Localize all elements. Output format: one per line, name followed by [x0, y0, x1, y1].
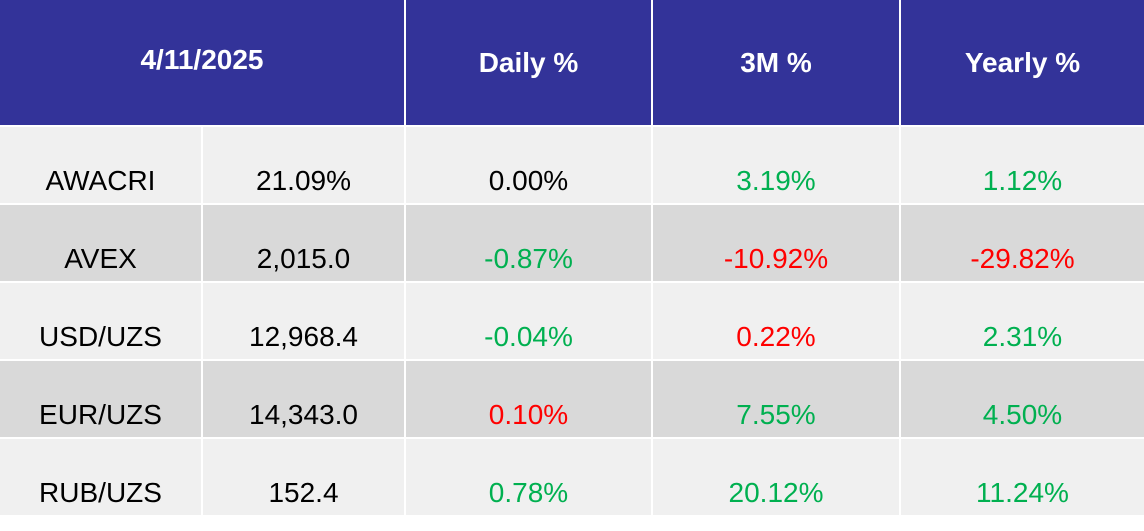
row-yearly: 2.31% — [899, 282, 1144, 361]
row-yearly: -29.82% — [899, 204, 1144, 283]
row-name: AWACRI — [0, 126, 202, 205]
row-value: 21.09% — [201, 126, 405, 205]
header-3m: 3M % — [651, 0, 900, 127]
row-daily: 0.10% — [404, 360, 652, 439]
row-daily: 0.00% — [404, 126, 652, 205]
header-row: 4/11/2025 Daily % 3M % Yearly % — [0, 0, 1144, 127]
table-row: AWACRI 21.09% 0.00% 3.19% 1.12% — [0, 126, 1144, 205]
row-name: EUR/UZS — [0, 360, 202, 439]
market-summary-table: 4/11/2025 Daily % 3M % Yearly % AWACRI 2… — [0, 0, 1144, 517]
header-daily: Daily % — [404, 0, 652, 127]
row-3m: 3.19% — [651, 126, 900, 205]
header-yearly: Yearly % — [899, 0, 1144, 127]
row-daily: -0.87% — [404, 204, 652, 283]
row-daily: -0.04% — [404, 282, 652, 361]
header-date: 4/11/2025 — [0, 0, 405, 127]
row-name: AVEX — [0, 204, 202, 283]
row-yearly: 1.12% — [899, 126, 1144, 205]
row-3m: 7.55% — [651, 360, 900, 439]
table-header: 4/11/2025 Daily % 3M % Yearly % — [0, 0, 1144, 127]
table-row: AVEX 2,015.0 -0.87% -10.92% -29.82% — [0, 204, 1144, 283]
row-value: 2,015.0 — [201, 204, 405, 283]
table-row: EUR/UZS 14,343.0 0.10% 7.55% 4.50% — [0, 360, 1144, 439]
table-row: RUB/UZS 152.4 0.78% 20.12% 11.24% — [0, 438, 1144, 517]
row-value: 152.4 — [201, 438, 405, 517]
row-yearly: 4.50% — [899, 360, 1144, 439]
table-body: AWACRI 21.09% 0.00% 3.19% 1.12% AVEX 2,0… — [0, 126, 1144, 517]
row-value: 12,968.4 — [201, 282, 405, 361]
row-yearly: 11.24% — [899, 438, 1144, 517]
row-3m: 0.22% — [651, 282, 900, 361]
row-3m: 20.12% — [651, 438, 900, 517]
row-name: RUB/UZS — [0, 438, 202, 517]
row-3m: -10.92% — [651, 204, 900, 283]
row-daily: 0.78% — [404, 438, 652, 517]
row-name: USD/UZS — [0, 282, 202, 361]
date-label: 4/11/2025 — [140, 43, 264, 75]
table-row: USD/UZS 12,968.4 -0.04% 0.22% 2.31% — [0, 282, 1144, 361]
row-value: 14,343.0 — [201, 360, 405, 439]
